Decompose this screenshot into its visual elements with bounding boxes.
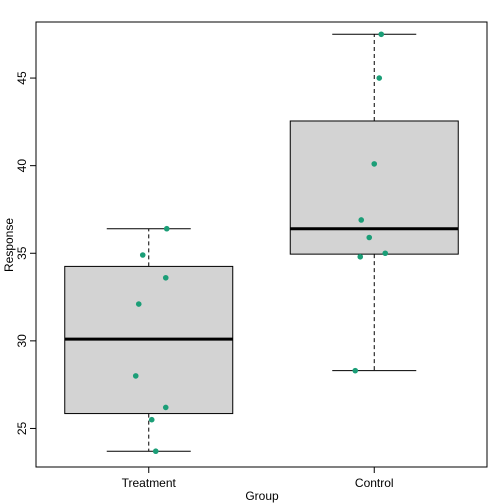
data-point-control: [382, 250, 389, 257]
y-tick-label: 40: [15, 159, 29, 173]
data-point-control: [378, 31, 385, 38]
data-point-control: [358, 217, 365, 223]
x-tick-label-control: Control: [355, 476, 394, 490]
y-tick-label: 45: [15, 71, 29, 85]
y-tick-label: 30: [15, 334, 29, 348]
data-point-treatment: [152, 448, 159, 455]
data-point-control: [376, 75, 383, 81]
data-point-treatment: [162, 404, 169, 411]
y-axis-title: Response: [2, 218, 16, 272]
data-point-treatment: [135, 301, 142, 307]
box-iqr: [289, 120, 459, 255]
box-control: [289, 33, 459, 372]
data-point-treatment: [132, 373, 139, 379]
data-point-treatment: [162, 274, 169, 281]
plot-frame: [35, 21, 488, 468]
data-point-control: [352, 367, 359, 374]
box-treatment: [64, 228, 234, 452]
data-point-treatment: [139, 252, 146, 258]
x-tick-label-treatment: Treatment: [122, 476, 177, 490]
data-point-control: [371, 161, 378, 167]
data-point-control: [366, 234, 373, 241]
data-point-control: [357, 253, 364, 260]
y-tick-label: 35: [15, 246, 29, 260]
x-axis-title: Group: [245, 489, 279, 503]
y-tick-label: 25: [15, 421, 29, 435]
data-point-treatment: [163, 225, 170, 232]
data-point-treatment: [148, 416, 155, 423]
